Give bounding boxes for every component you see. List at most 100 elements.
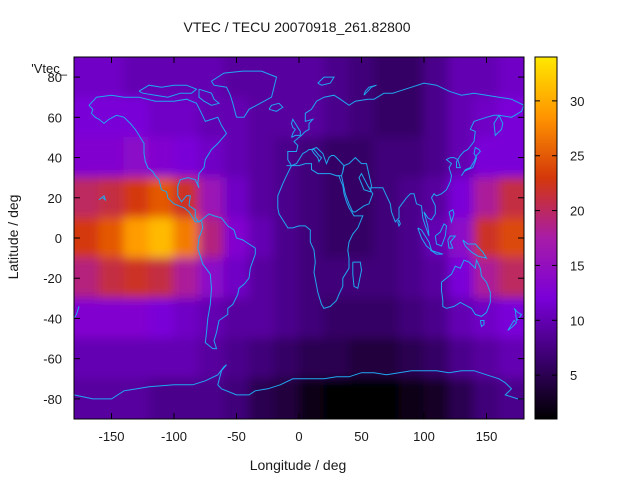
heatmap-cell bbox=[198, 217, 225, 259]
colorbar-tick-label: 10 bbox=[570, 313, 584, 328]
heatmap-cell bbox=[123, 257, 150, 299]
heatmap-cell bbox=[298, 297, 325, 340]
coastline bbox=[197, 213, 256, 350]
y-tick-label: 20 bbox=[48, 191, 62, 206]
heatmap-cell bbox=[473, 378, 500, 419]
coastline bbox=[286, 82, 524, 167]
legend-entry: 'Vtec_ bbox=[31, 61, 67, 76]
coastline bbox=[370, 105, 524, 237]
coastline bbox=[397, 219, 401, 228]
heatmap-cell bbox=[373, 96, 400, 138]
heatmap-cell bbox=[298, 257, 325, 299]
heatmap-cell bbox=[98, 297, 125, 340]
heatmap-cell bbox=[123, 177, 150, 219]
heatmap-cell bbox=[173, 57, 200, 98]
heatmap-cell bbox=[473, 297, 500, 340]
heatmap-cell bbox=[348, 57, 375, 98]
heatmap-cell bbox=[74, 177, 100, 219]
x-tick-label: 100 bbox=[413, 429, 435, 444]
heatmap-cell bbox=[173, 217, 200, 259]
heatmap-cell bbox=[473, 57, 500, 98]
heatmap-cell bbox=[373, 297, 400, 340]
heatmap-cell bbox=[248, 378, 275, 419]
heatmap-cell bbox=[298, 217, 325, 259]
x-tick-label: 50 bbox=[354, 429, 368, 444]
coastline bbox=[462, 239, 488, 259]
heatmap-cell bbox=[373, 177, 400, 219]
heatmap-cell bbox=[398, 378, 425, 419]
heatmap-cell bbox=[148, 257, 175, 299]
y-tick-label: -20 bbox=[43, 271, 62, 286]
heatmap-cell bbox=[98, 136, 125, 179]
y-tick-label: 80 bbox=[48, 70, 62, 85]
coastline bbox=[138, 84, 198, 98]
heatmap-cell bbox=[173, 257, 200, 299]
heatmap-cell bbox=[373, 57, 400, 98]
heatmap-cell bbox=[248, 217, 275, 259]
heatmap-cell bbox=[473, 136, 500, 179]
heatmap-cell bbox=[223, 338, 250, 380]
heatmap-cell bbox=[448, 177, 475, 219]
y-tick-label: -60 bbox=[43, 352, 62, 367]
heatmap-cell bbox=[298, 57, 325, 98]
y-axis-ticks: 80 60 40 20 0 -20 -40 -60 -80 bbox=[43, 70, 524, 407]
heatmap-cell bbox=[348, 96, 375, 138]
heatmap-cell bbox=[173, 338, 200, 380]
heatmap-cell bbox=[473, 338, 500, 380]
heatmap-cell bbox=[223, 136, 250, 179]
coastline bbox=[352, 261, 363, 290]
coastline-overlay bbox=[74, 70, 524, 400]
heatmap-cell bbox=[423, 136, 450, 179]
heatmap-cell bbox=[223, 177, 250, 219]
heatmap-cell bbox=[423, 297, 450, 340]
heatmap-cell bbox=[398, 177, 425, 219]
heatmap-cell bbox=[98, 57, 125, 98]
x-tick-label: 0 bbox=[295, 429, 302, 444]
heatmap-cell bbox=[148, 297, 175, 340]
heatmap-cell bbox=[98, 96, 125, 138]
heatmap-cell bbox=[473, 177, 500, 219]
heatmap-cell bbox=[398, 96, 425, 138]
heatmap-cell bbox=[273, 257, 300, 299]
heatmap-cell bbox=[198, 297, 225, 340]
heatmap-cell bbox=[473, 257, 500, 299]
heatmap-cell bbox=[273, 57, 300, 98]
heatmap-cell bbox=[123, 136, 150, 179]
heatmap-cell bbox=[323, 378, 350, 419]
heatmap-cell bbox=[373, 338, 400, 380]
heatmap-cell bbox=[373, 257, 400, 299]
heatmap-cell bbox=[123, 338, 150, 380]
heatmap-cell bbox=[298, 378, 325, 419]
coastline bbox=[198, 88, 221, 106]
x-tick-label: -100 bbox=[161, 429, 187, 444]
coastline bbox=[447, 235, 457, 249]
heatmap-cell bbox=[423, 96, 450, 138]
heatmap-cell bbox=[248, 338, 275, 380]
coastline bbox=[74, 306, 80, 319]
heatmap-cell bbox=[273, 96, 300, 138]
heatmap-cell bbox=[148, 217, 175, 259]
heatmap-cell bbox=[248, 297, 275, 340]
heatmap-cell bbox=[348, 378, 375, 419]
heatmap-cell bbox=[74, 217, 100, 259]
heatmap-cell bbox=[448, 217, 475, 259]
heatmap-cell bbox=[398, 297, 425, 340]
heatmap-cell bbox=[248, 96, 275, 138]
x-tick-label: 150 bbox=[476, 429, 498, 444]
coastline bbox=[98, 194, 107, 202]
heatmap-cell bbox=[323, 217, 350, 259]
heatmap-cells bbox=[74, 57, 524, 419]
heatmap-cell bbox=[373, 217, 400, 259]
heatmap-cell bbox=[373, 136, 400, 179]
heatmap-layer bbox=[74, 57, 524, 419]
heatmap-cell bbox=[398, 57, 425, 98]
heatmap-cell bbox=[198, 96, 225, 138]
heatmap-cell bbox=[74, 96, 100, 138]
coastline bbox=[430, 249, 443, 255]
heatmap-cell bbox=[248, 136, 275, 179]
coastline bbox=[441, 258, 491, 317]
heatmap-cell bbox=[123, 217, 150, 259]
heatmap-cell bbox=[323, 338, 350, 380]
heatmap-cell bbox=[223, 297, 250, 340]
